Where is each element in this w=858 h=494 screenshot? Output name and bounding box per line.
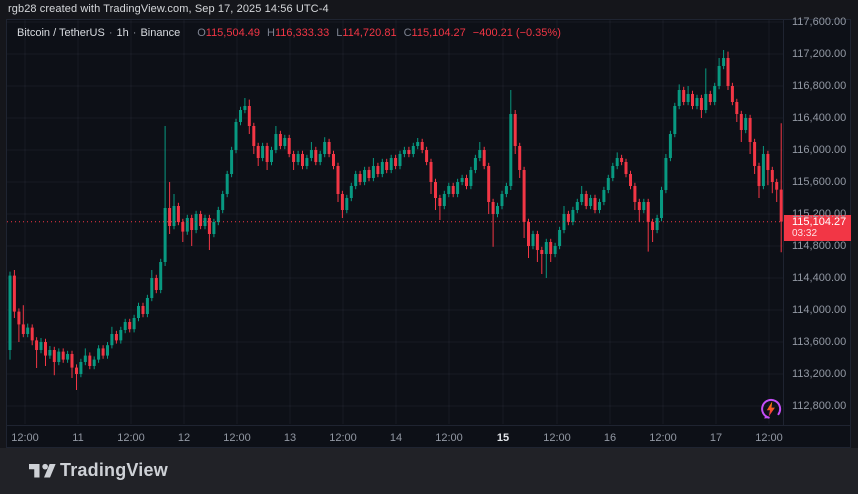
time-axis[interactable]: 12:00 11 12:00 12 12:00 13 12:00 14 12:00 15 12:00… <box>7 425 850 450</box>
time-tick-label: 12:00 <box>117 432 145 444</box>
price-tick-label: 114,400.00 <box>792 272 847 284</box>
change-value: −400.21 (−0.35%) <box>472 27 561 39</box>
chart-pane[interactable]: Bitcoin / TetherUS · 1h · Binance O115,504.49… <box>7 20 783 424</box>
chart-legend: Bitcoin / TetherUS · 1h · Binance O115,504.49… <box>17 27 561 39</box>
close-label: C <box>403 27 412 39</box>
price-tick-label: 116,400.00 <box>792 112 847 124</box>
exchange-label[interactable]: Binance <box>140 27 181 39</box>
legend-separator: · <box>132 27 137 39</box>
ohlc-values: O115,504.49 H116,333.33 L114,720.81 C115,10… <box>190 27 561 39</box>
time-tick-label: 12 <box>177 432 191 444</box>
price-tick-label: 113,200.00 <box>792 368 847 380</box>
time-tick-label: 14 <box>389 432 403 444</box>
flash-replay-icon[interactable] <box>758 396 784 422</box>
time-tick-label: 17 <box>709 432 723 444</box>
price-tick-label: 115,200.00 <box>792 208 847 220</box>
high-value: 116,333.33 <box>274 27 330 39</box>
price-tick-label: 117,600.00 <box>792 16 847 28</box>
tradingview-logo-icon[interactable] <box>29 461 56 482</box>
open-value: 115,504.49 <box>205 27 261 39</box>
close-value: 115,104.27 <box>411 27 466 39</box>
time-tick-label: 16 <box>603 432 617 444</box>
low-label: L <box>336 27 343 39</box>
time-tick-label: 12:00 <box>649 432 677 444</box>
price-tick-label: 113,600.00 <box>792 336 847 348</box>
candlestick-chart[interactable] <box>7 20 783 424</box>
high-label: H <box>267 27 275 39</box>
open-label: O <box>197 27 206 39</box>
last-price-value: 115,104.27 <box>792 216 847 229</box>
time-tick-label: 13 <box>283 432 297 444</box>
time-tick-label: 12:00 <box>435 432 463 444</box>
price-tick-label: 112,800.00 <box>792 400 847 412</box>
bar-countdown: 03:32 <box>792 227 818 239</box>
chart-frame: Bitcoin / TetherUS · 1h · Binance O115,504.49… <box>6 16 851 450</box>
symbol-name[interactable]: Bitcoin / TetherUS <box>17 27 105 39</box>
attribution-text: rgb28 created with TradingView.com, Sep … <box>8 3 329 15</box>
legend-separator: · <box>108 27 113 39</box>
price-axis[interactable]: 115,104.27 03:32 117,600.00 117,200.00 116… <box>783 16 851 425</box>
time-tick-label: 12:00 <box>223 432 251 444</box>
price-tick-label: 114,800.00 <box>792 240 847 252</box>
low-value: 114,720.81 <box>342 27 397 39</box>
tradingview-wordmark[interactable]: TradingView <box>60 460 168 480</box>
time-tick-label: 15 <box>496 432 510 444</box>
price-tick-label: 116,000.00 <box>792 144 847 156</box>
price-tick-label: 116,800.00 <box>792 80 847 92</box>
price-tick-label: 117,200.00 <box>792 48 847 60</box>
price-tick-label: 114,000.00 <box>792 304 847 316</box>
time-tick-label: 11 <box>72 432 84 444</box>
time-tick-label: 12:00 <box>543 432 571 444</box>
interval-label[interactable]: 1h <box>116 27 129 39</box>
price-tick-label: 115,600.00 <box>792 176 847 188</box>
time-tick-label: 12:00 <box>755 432 783 444</box>
time-tick-label: 12:00 <box>11 432 39 444</box>
time-tick-label: 12:00 <box>329 432 357 444</box>
footer-bar: TradingView <box>0 448 858 494</box>
last-price-badge: 115,104.27 03:32 <box>784 215 851 242</box>
